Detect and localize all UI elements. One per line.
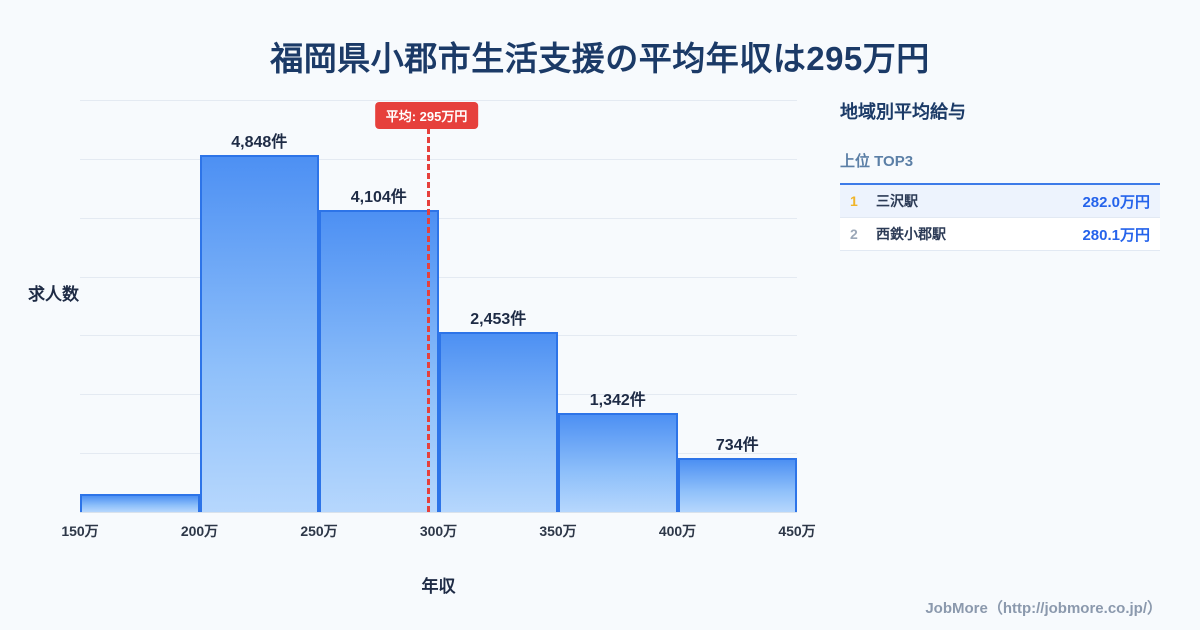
average-badge: 平均: 295万円 <box>374 102 479 129</box>
gridline <box>80 100 797 101</box>
plot-area: 4,848件 4,104件 2,453件 1,342件 734件 平均: 295万円 <box>80 100 797 513</box>
x-tick-label: 250万 <box>300 523 338 539</box>
station-name: 三沢駅 <box>876 193 918 209</box>
gridline <box>80 276 797 278</box>
histogram-bar <box>80 493 200 512</box>
average-line <box>426 128 430 512</box>
bar-value-label: 734件 <box>715 436 759 454</box>
bar-value-label: 4,104件 <box>350 189 407 207</box>
regional-salary-panel: 地域別平均給与 上位 TOP3 1 三沢駅 282.0万円 2 西鉄小郡駅 280.1万円 <box>840 98 1160 251</box>
bar-value-label: 1,342件 <box>589 392 646 410</box>
x-tick-label: 150万 <box>61 523 99 539</box>
ranking-row: 2 西鉄小郡駅 280.1万円 <box>840 218 1160 251</box>
panel-heading: 地域別平均給与 <box>840 102 966 122</box>
x-tick-label: 400万 <box>658 523 697 539</box>
rank-cell: 2 <box>850 226 858 242</box>
ranking-table: 1 三沢駅 282.0万円 2 西鉄小郡駅 280.1万円 <box>840 183 1160 251</box>
x-axis-label: 年収 <box>421 577 456 596</box>
bar-value-label: 2,453件 <box>470 310 527 328</box>
gridline <box>80 158 797 160</box>
x-tick-label: 350万 <box>539 523 577 539</box>
gridline <box>80 217 797 219</box>
y-axis-label: 求人数 <box>28 285 79 304</box>
rank-cell: 1 <box>850 193 858 209</box>
x-axis-ticks: 150万 200万 250万 300万 350万 400万 450万 <box>61 521 815 541</box>
ranking-row: 1 三沢駅 282.0万円 <box>840 185 1160 218</box>
x-tick-label: 200万 <box>180 523 219 539</box>
page-title: 福岡県小郡市生活支援の平均年収は295万円 <box>270 40 930 77</box>
panel-subheading: 上位 TOP3 <box>840 153 914 170</box>
x-tick-label: 450万 <box>778 523 816 539</box>
credit: JobMore（http://jobmore.co.jp/） <box>925 600 1162 617</box>
salary-value: 280.1万円 <box>1082 226 1150 244</box>
histogram-bar <box>677 458 797 512</box>
histogram-bar <box>319 210 439 512</box>
bar-value-label: 4,848件 <box>231 134 288 152</box>
station-name: 西鉄小郡駅 <box>876 226 946 242</box>
x-tick-label: 300万 <box>419 523 458 539</box>
histogram-bar <box>438 331 558 512</box>
histogram-bar <box>199 155 319 512</box>
histogram-bar <box>558 413 678 512</box>
salary-value: 282.0万円 <box>1082 193 1150 211</box>
